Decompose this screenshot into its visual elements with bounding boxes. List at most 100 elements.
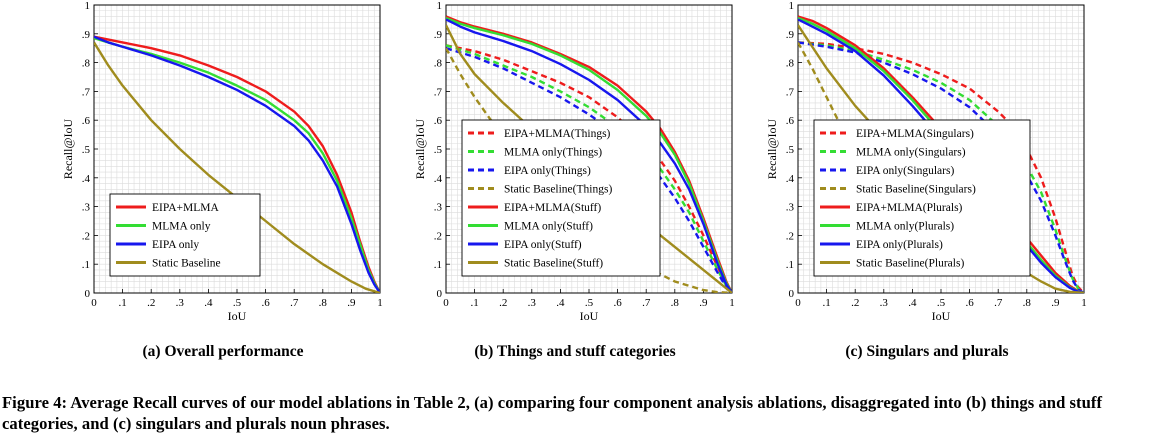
y-tick-label: .8 xyxy=(786,58,795,70)
x-tick-label: .3 xyxy=(176,297,185,309)
y-tick-label: .4 xyxy=(786,173,795,185)
legend-label: Static Baseline xyxy=(152,258,221,270)
y-tick-label: .2 xyxy=(82,230,90,242)
legend-label: EIPA+MLMA(Plurals) xyxy=(856,202,963,214)
y-tick-label: .4 xyxy=(434,173,443,185)
legend-box xyxy=(461,119,661,277)
figure-caption: Figure 4: Average Recall curves of our m… xyxy=(2,393,1103,433)
y-tick-label: .2 xyxy=(786,230,794,242)
x-tick-label: .2 xyxy=(851,297,859,309)
legend-label: Static Baseline(Plurals) xyxy=(856,258,964,270)
y-axis-label: Recall@IoU xyxy=(61,118,75,179)
y-tick-label: .6 xyxy=(82,115,91,127)
x-tick-label: .5 xyxy=(233,297,242,309)
legend-label: EIPA only(Plurals) xyxy=(856,239,943,251)
legend-label: EIPA+MLMA(Stuff) xyxy=(504,202,601,214)
chart-c-svg: 0 .1 .2 .3 .4 .5 .6 .7 .8 .9 1 0 .1 .2 .3 .4 .5 .6 .7 .8 .9 1… xyxy=(765,0,1087,323)
x-tick-label: .6 xyxy=(261,297,270,309)
legend-label: Static Baseline(Stuff) xyxy=(504,258,603,270)
legend-label: EIPA only(Things) xyxy=(504,165,591,177)
x-tick-label: .4 xyxy=(908,297,917,309)
x-tick-label: .6 xyxy=(613,297,622,309)
y-tick-label: .3 xyxy=(786,202,795,214)
y-axis-label: Recall@IoU xyxy=(765,118,779,179)
y-tick-label: 0 xyxy=(789,288,795,300)
x-axis-label: IoU xyxy=(228,309,247,323)
legend-label: MLMA only(Singulars) xyxy=(856,147,966,159)
legend-label: EIPA+MLMA xyxy=(152,202,219,214)
chart-panel-c: 0 .1 .2 .3 .4 .5 .6 .7 .8 .9 1 0 .1 .2 .3 .4 .5 .6 .7 .8 .9 1… xyxy=(704,0,1090,370)
series-line-b-6 xyxy=(446,18,732,293)
x-tick-label: .9 xyxy=(1051,297,1060,309)
legend-b: EIPA+MLMA(Things) MLMA only(Things) EIPA o… xyxy=(461,119,661,277)
x-tick-label: 1 xyxy=(377,297,383,309)
chart-a-svg: 0 .1 .2 .3 .4 .5 .6 .7 .8 .9 1 0 .1 .2 .3 .4 .5 .6 .7 .8 .9 1… xyxy=(61,0,383,323)
y-tick-label: .7 xyxy=(786,86,795,98)
legend-label: Static Baseline(Singulars) xyxy=(856,184,976,196)
y-tick-label: .9 xyxy=(82,29,91,41)
series-line-b-3 xyxy=(446,47,732,293)
y-tick-label: .5 xyxy=(82,144,91,156)
x-tick-label: .4 xyxy=(204,297,213,309)
y-tick-label: 1 xyxy=(437,0,443,12)
chart-panel-a: 0 .1 .2 .3 .4 .5 .6 .7 .8 .9 1 0 .1 .2 .3 .4 .5 .6 .7 .8 .9 1… xyxy=(0,0,386,370)
chart-b-svg: 0 .1 .2 .3 .4 .5 .6 .7 .8 .9 1 0 .1 .2 .3 .4 .5 .6 .7 .8 .9 1… xyxy=(413,0,735,323)
y-tick-label: .9 xyxy=(434,29,443,41)
x-tick-label: .8 xyxy=(1023,297,1032,309)
y-tick-label: .3 xyxy=(82,202,91,214)
y-axis-label: Recall@IoU xyxy=(413,118,427,179)
legend-label: MLMA only(Plurals) xyxy=(856,221,954,233)
x-tick-label: 1 xyxy=(729,297,735,309)
legend-label: EIPA only xyxy=(152,239,199,251)
x-tick-label: .8 xyxy=(319,297,328,309)
y-tick-label: .1 xyxy=(434,259,442,271)
x-tick-label: .9 xyxy=(699,297,708,309)
x-tick-label: .1 xyxy=(470,297,478,309)
x-axis-label: IoU xyxy=(932,309,951,323)
legend-label: MLMA only xyxy=(152,221,211,233)
legend-label: EIPA+MLMA(Things) xyxy=(504,128,611,140)
y-tick-label: .5 xyxy=(434,144,443,156)
x-tick-label: .9 xyxy=(347,297,356,309)
x-tick-label: .4 xyxy=(556,297,565,309)
y-tick-label: 0 xyxy=(437,288,443,300)
series-line-a-2 xyxy=(94,35,380,293)
legend-label: Static Baseline(Things) xyxy=(504,184,612,196)
y-tick-label: 0 xyxy=(85,288,91,300)
x-tick-label: 0 xyxy=(91,297,97,309)
legend-label: MLMA only(Stuff) xyxy=(504,221,593,233)
y-tick-label: .9 xyxy=(786,29,795,41)
legend-c: EIPA+MLMA(Singulars) MLMA only(Singulars)… xyxy=(813,119,1031,277)
x-tick-label: .3 xyxy=(880,297,889,309)
y-tick-label: .1 xyxy=(82,259,90,271)
legend-label: EIPA only(Stuff) xyxy=(504,239,582,251)
chart-panel-b: 0 .1 .2 .3 .4 .5 .6 .7 .8 .9 1 0 .1 .2 .3 .4 .5 .6 .7 .8 .9 1… xyxy=(352,0,738,370)
y-tick-label: .3 xyxy=(434,202,443,214)
x-tick-label: .1 xyxy=(118,297,126,309)
series-line-c-0 xyxy=(798,41,1084,293)
x-tick-label: .5 xyxy=(937,297,946,309)
legend-label: MLMA only(Things) xyxy=(504,147,602,159)
y-tick-label: .5 xyxy=(786,144,795,156)
x-tick-label: .7 xyxy=(994,297,1003,309)
x-tick-label: .1 xyxy=(822,297,830,309)
subcaption-b: (b) Things and stuff categories xyxy=(474,343,676,360)
subcaption-a: (a) Overall performance xyxy=(142,343,304,360)
x-tick-label: .8 xyxy=(671,297,680,309)
y-tick-label: .4 xyxy=(82,173,91,185)
x-tick-label: .7 xyxy=(642,297,651,309)
y-tick-label: .7 xyxy=(82,86,91,98)
x-axis-label: IoU xyxy=(580,309,599,323)
x-tick-label: 0 xyxy=(795,297,801,309)
y-tick-label: .2 xyxy=(434,230,442,242)
legend-a: EIPA+MLMA MLMA only EIPA only Static Baseli… xyxy=(109,193,261,277)
x-tick-label: .7 xyxy=(290,297,299,309)
y-tick-label: .7 xyxy=(434,86,443,98)
series-line-b-1 xyxy=(446,44,732,293)
y-tick-label: 1 xyxy=(85,0,91,12)
x-tick-label: .3 xyxy=(528,297,537,309)
legend-label: EIPA+MLMA(Singulars) xyxy=(856,128,974,140)
x-tick-label: .2 xyxy=(499,297,507,309)
y-tick-label: 1 xyxy=(789,0,795,12)
